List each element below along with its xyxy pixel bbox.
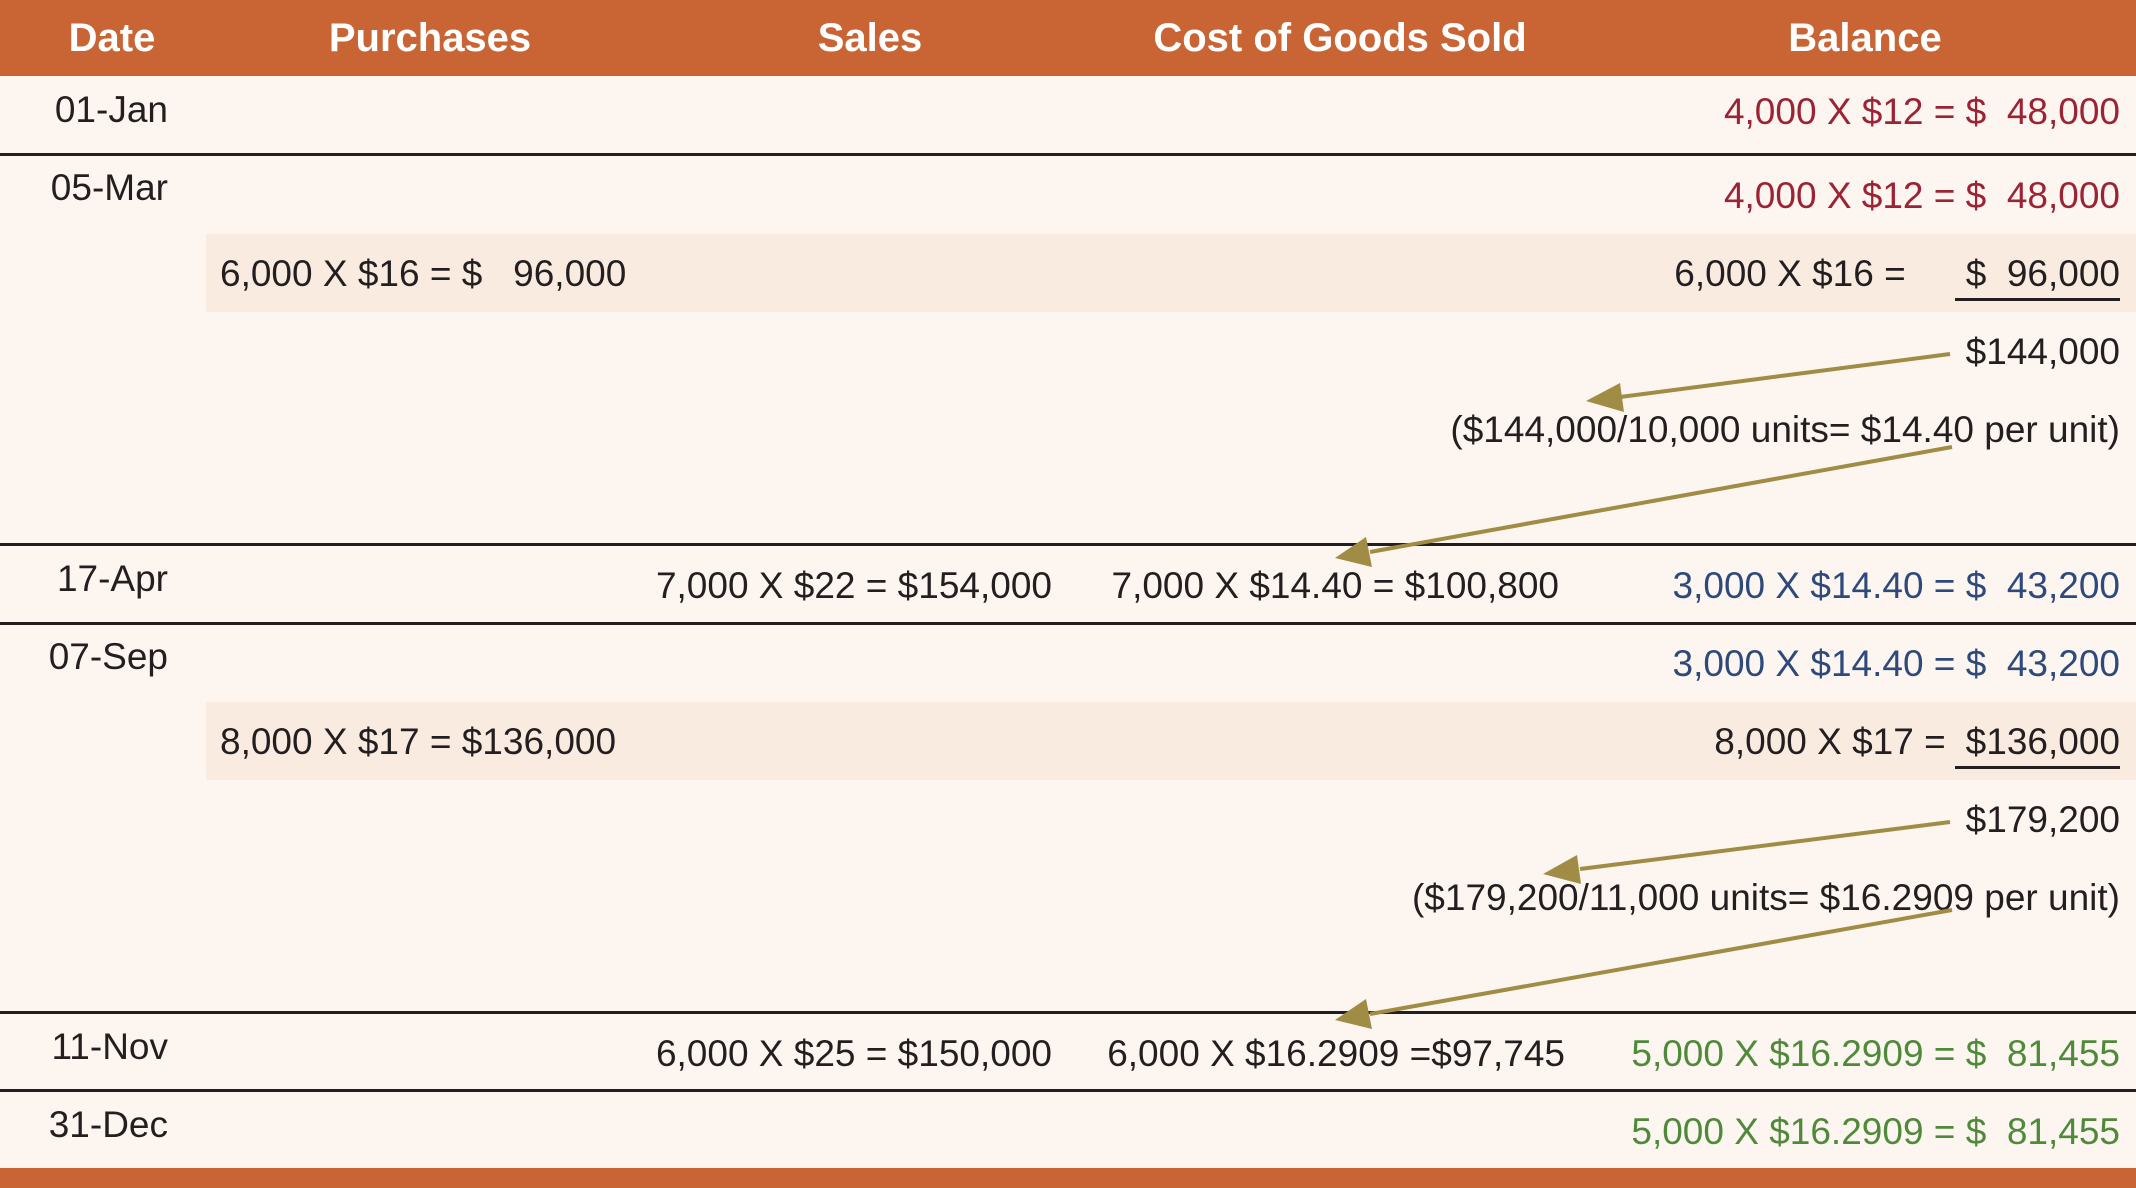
balance-sep07-purchase-amount: $136,000 <box>1965 721 2120 762</box>
balance-apr17: 3,000 X $14.40 = $ 43,200 <box>1672 565 2120 606</box>
header-sales: Sales <box>817 16 923 60</box>
row-separator <box>0 1089 2136 1092</box>
row-separator <box>0 153 2136 156</box>
balance-dec31: 5,000 X $16.2909 = $ 81,455 <box>1631 1111 2120 1152</box>
avg-cost-note-mar05: ($144,000/10,000 units= $14.40 per unit) <box>1450 409 2120 450</box>
arrowhead <box>1586 383 1624 412</box>
balance-sep07-opening: 3,000 X $14.40 = $ 43,200 <box>1672 643 2120 684</box>
date-mar05: 05-Mar <box>50 167 168 208</box>
date-sep07: 07-Sep <box>48 636 168 677</box>
row-separator <box>0 622 2136 625</box>
header-balance: Balance <box>1788 16 1942 60</box>
balance-mar05-purchase-prefix: 6,000 X $16 = <box>1674 253 1916 294</box>
total-sep07: $179,200 <box>1965 799 2120 840</box>
row-separator <box>0 543 2136 546</box>
arrowhead <box>1335 999 1372 1029</box>
sales-apr17: 7,000 X $22 = $154,000 <box>655 565 1052 606</box>
cogs-apr17: 7,000 X $14.40 = $100,800 <box>1111 565 1560 606</box>
row-separator <box>0 1011 2136 1014</box>
arrowhead <box>1543 855 1581 884</box>
purchase-band-sep07 <box>206 702 2136 780</box>
arrow-total-to-note-sep <box>1579 820 1951 871</box>
balance-mar05-opening: 4,000 X $12 = $ 48,000 <box>1723 175 2120 216</box>
purchase-band-mar05 <box>206 234 2136 312</box>
arrow-note-to-cogs-apr <box>1369 445 1953 554</box>
balance-nov11: 5,000 X $16.2909 = $ 81,455 <box>1631 1033 2120 1074</box>
cogs-nov11: 6,000 X $16.2909 =$97,745 <box>1107 1033 1565 1074</box>
sum-underline <box>1955 766 2120 769</box>
total-mar05: $144,000 <box>1965 331 2120 372</box>
balance-mar05-purchase-amount: $ 96,000 <box>1965 253 2120 294</box>
date-nov11: 11-Nov <box>51 1026 168 1067</box>
table-footer-bar <box>0 1168 2136 1188</box>
sales-nov11: 6,000 X $25 = $150,000 <box>655 1033 1052 1074</box>
table-header: Date Purchases Sales Cost of Goods Sold … <box>0 0 2136 76</box>
arrow-note-to-cogs-nov <box>1369 908 1953 1016</box>
header-date: Date <box>68 16 156 60</box>
balance-jan01: 4,000 X $12 = $ 48,000 <box>1723 91 2120 132</box>
header-purchases: Purchases <box>328 16 532 60</box>
date-dec31: 31-Dec <box>48 1104 168 1145</box>
date-apr17: 17-Apr <box>56 558 168 599</box>
header-cogs: Cost of Goods Sold <box>1153 16 1527 60</box>
purchase-mar05: 6,000 X $16 = $ 96,000 <box>220 253 627 294</box>
arrowhead <box>1335 537 1372 567</box>
balance-sep07-purchase-prefix: 8,000 X $17 = <box>1714 721 1956 762</box>
date-jan01: 01-Jan <box>54 89 168 130</box>
purchase-sep07: 8,000 X $17 = $136,000 <box>220 721 617 762</box>
arrow-total-to-note-mar <box>1619 352 1951 399</box>
sum-underline <box>1955 298 2120 301</box>
